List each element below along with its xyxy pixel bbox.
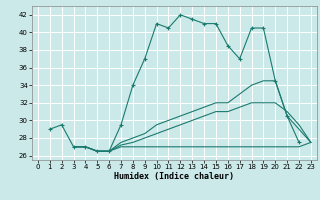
X-axis label: Humidex (Indice chaleur): Humidex (Indice chaleur) <box>115 172 234 181</box>
